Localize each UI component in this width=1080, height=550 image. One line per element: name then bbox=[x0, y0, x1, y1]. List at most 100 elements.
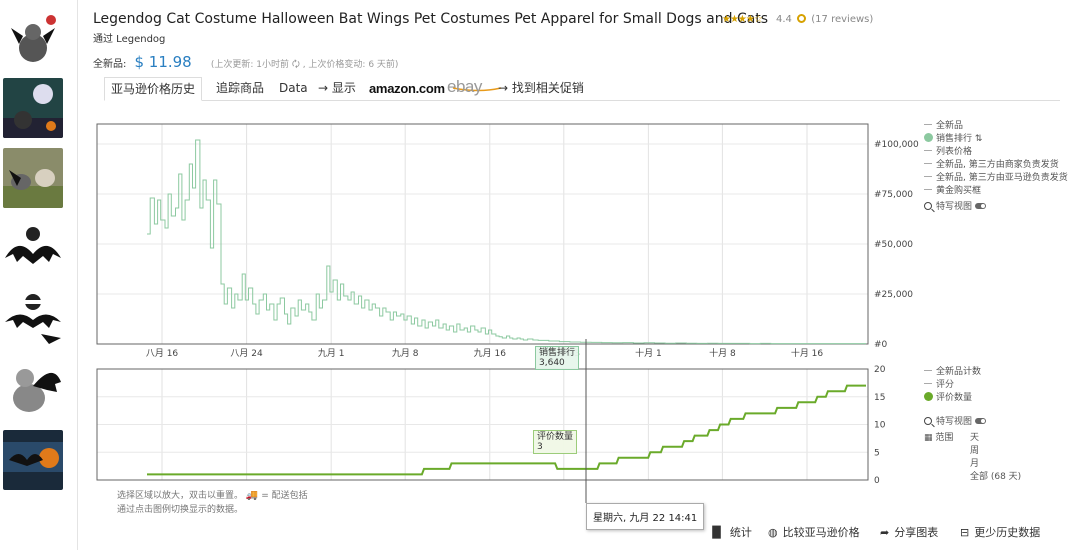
toggle-icon[interactable] bbox=[975, 418, 987, 424]
legend-item-3p-fbm[interactable]: 全新品, 第三方由商家负责发货 bbox=[924, 159, 1068, 172]
legend-item-3p-fba[interactable]: 全新品, 第三方由亚马逊负责发货 bbox=[924, 172, 1068, 185]
range-options: 天 周 月 全部 (68 天) bbox=[970, 432, 1021, 484]
legend-label: 全新品, 第三方由商家负责发货 bbox=[936, 160, 1059, 170]
x-tick-label: 九月 1 bbox=[318, 348, 345, 359]
closeup-toggle-top[interactable]: 特写视图 bbox=[924, 201, 1068, 214]
range-option-all[interactable]: 全部 (68 天) bbox=[970, 472, 1022, 482]
y-tick-label: #25,000 bbox=[874, 290, 913, 300]
thumbnail-strip bbox=[0, 0, 78, 550]
bottom-chart-frame bbox=[96, 368, 869, 481]
x-tick-label: 九月 16 bbox=[474, 348, 507, 359]
y-tick-label: #0 bbox=[874, 340, 888, 350]
legend-dash-icon bbox=[924, 383, 932, 384]
legend-item-rating[interactable]: 评分 bbox=[924, 379, 986, 392]
y-tick-label: 20 bbox=[874, 365, 886, 375]
share-chart-button[interactable]: ➦ 分享图表 bbox=[880, 524, 938, 540]
share-label: 分享图表 bbox=[894, 526, 939, 539]
y-tick-label: 10 bbox=[874, 421, 886, 431]
legend-item-review-count[interactable]: 评价数量 bbox=[924, 392, 986, 405]
legend-dash-icon bbox=[924, 163, 932, 164]
top-chart-legend: 全新品 销售排行 ⇅ 列表价格 全新品, 第三方由商家负责发货 全新品, 第三方… bbox=[924, 120, 1068, 214]
amazon-smile-icon bbox=[452, 87, 501, 92]
rating-stars-icon: ★★★★☆ bbox=[722, 14, 763, 25]
thumbnail-halloween-pumpkin[interactable] bbox=[3, 430, 63, 490]
amazon-logo-text: amazon.com bbox=[369, 81, 445, 96]
y-tick-label: 5 bbox=[874, 448, 880, 458]
stats-button[interactable]: ▐▌ 统计 bbox=[708, 524, 752, 540]
product-title: Legendog Cat Costume Halloween Bat Wings… bbox=[93, 11, 769, 27]
ebay-logo-text: ebay bbox=[447, 77, 482, 96]
less-history-button[interactable]: ⊟ 更少历史数据 bbox=[960, 524, 1040, 540]
stats-label: 统计 bbox=[729, 526, 752, 539]
legend-dot-icon bbox=[924, 392, 933, 401]
share-arrow-icon: ➦ bbox=[880, 526, 890, 539]
thumbnail-bat-wings-detail[interactable] bbox=[3, 288, 63, 348]
x-tick-label: 十月 1 bbox=[635, 347, 662, 359]
legend-label: 列表价格 bbox=[936, 147, 973, 157]
legend-label: 全新品, 第三方由亚马逊负责发货 bbox=[936, 173, 1068, 183]
bottom-chart-y-labels: 0 5 10 15 20 bbox=[874, 365, 886, 486]
range-label-row: ▦ 范围 bbox=[924, 432, 986, 445]
ebay-logo-link[interactable]: ebay bbox=[447, 76, 482, 100]
chart-hint-legend: 通过点击图例切换显示的数据。 bbox=[117, 505, 244, 515]
thumbnail-halloween-scene[interactable] bbox=[3, 78, 63, 138]
thumbnail-bat-wings-product[interactable] bbox=[3, 218, 63, 278]
magnifier-icon bbox=[924, 202, 932, 210]
tab-find-deals[interactable]: → 找到相关促销 bbox=[498, 81, 584, 95]
legend-item-new-count[interactable]: 全新品计数 bbox=[924, 366, 986, 379]
review-count-link[interactable]: (17 reviews) bbox=[811, 14, 874, 25]
sort-icon[interactable]: ⇅ bbox=[974, 134, 983, 144]
calendar-icon: ▦ bbox=[924, 433, 933, 443]
price-value: $ 11.98 bbox=[134, 53, 192, 71]
compare-amazon-button[interactable]: ◍ 比较亚马逊价格 bbox=[768, 524, 860, 540]
x-tick-label: 八月 24 bbox=[230, 348, 263, 359]
legend-item-sales-rank[interactable]: 销售排行 ⇅ bbox=[924, 133, 1068, 146]
bar-chart-icon: ▐▌ bbox=[708, 526, 725, 539]
sales-rank-tooltip: 销售排行 3,640 bbox=[535, 346, 580, 370]
range-option-day[interactable]: 天 bbox=[970, 433, 980, 443]
review-count-tooltip: 评价数量 3 bbox=[533, 430, 578, 454]
minus-square-icon: ⊟ bbox=[960, 526, 970, 539]
chart-hint-zoom: 选择区域以放大，双击以重置。 🚚 = 配送包括 bbox=[117, 488, 308, 501]
closeup-toggle-bottom[interactable]: 特写视图 bbox=[924, 416, 987, 429]
legend-item-buy-box[interactable]: 黄金购买框 bbox=[924, 185, 1068, 198]
review-count-line bbox=[147, 384, 866, 476]
thumbnail-grey-cat-wings[interactable] bbox=[3, 358, 63, 418]
legend-dash-icon bbox=[924, 124, 932, 125]
legend-dash-icon bbox=[924, 176, 932, 177]
range-option-week[interactable]: 周 bbox=[970, 446, 980, 456]
tab-data[interactable]: Data bbox=[279, 81, 308, 95]
x-tick-label: 十月 16 bbox=[791, 347, 824, 359]
compare-label: 比较亚马逊价格 bbox=[782, 526, 860, 539]
legend-dash-icon bbox=[924, 370, 932, 371]
magnifier-icon bbox=[924, 417, 932, 425]
closeup-label: 特写视图 bbox=[936, 202, 973, 212]
thumbnail-pets-outdoor[interactable] bbox=[3, 148, 63, 208]
x-tick-label: 十月 8 bbox=[709, 347, 736, 359]
toggle-icon[interactable] bbox=[975, 203, 987, 209]
price-line: 全新品: $ 11.98 (上次更新: 1小时前 🗘 , 上次价格变动: 6 天… bbox=[93, 52, 398, 73]
x-tick-label: 八月 16 bbox=[146, 348, 179, 359]
range-option-month[interactable]: 月 bbox=[970, 459, 980, 469]
amazon-logo-link[interactable]: amazon.com bbox=[369, 78, 509, 102]
legend-item-list-price[interactable]: 列表价格 bbox=[924, 146, 1068, 159]
zoom-hint-text: 选择区域以放大，双击以重置。 bbox=[117, 491, 244, 501]
top-chart-frame bbox=[96, 123, 869, 345]
tab-track-product[interactable]: 追踪商品 bbox=[216, 81, 265, 95]
y-tick-label: 0 bbox=[874, 476, 880, 486]
top-chart-y-labels: #0 #25,000 #50,000 #75,000 #100,000 bbox=[874, 140, 919, 350]
thumbnail-cat-bat-wings-1[interactable] bbox=[3, 8, 63, 68]
rating-value: 4.4 bbox=[776, 14, 792, 25]
review-count-tooltip-label: 评价数量 bbox=[537, 432, 574, 442]
tab-price-history[interactable]: 亚马逊价格历史 bbox=[104, 77, 203, 101]
legend-item-new[interactable]: 全新品 bbox=[924, 120, 1068, 133]
sales-rank-tooltip-label: 销售排行 bbox=[539, 348, 576, 358]
brand-byline: 通过 Legendog bbox=[93, 34, 166, 45]
globe-icon: ◍ bbox=[768, 526, 778, 539]
y-tick-label: #75,000 bbox=[874, 190, 913, 200]
legend-label: 评分 bbox=[936, 380, 955, 390]
y-tick-label: 15 bbox=[874, 393, 885, 403]
x-tick-label: 九月 8 bbox=[392, 348, 419, 359]
closeup-label: 特写视图 bbox=[936, 417, 973, 427]
